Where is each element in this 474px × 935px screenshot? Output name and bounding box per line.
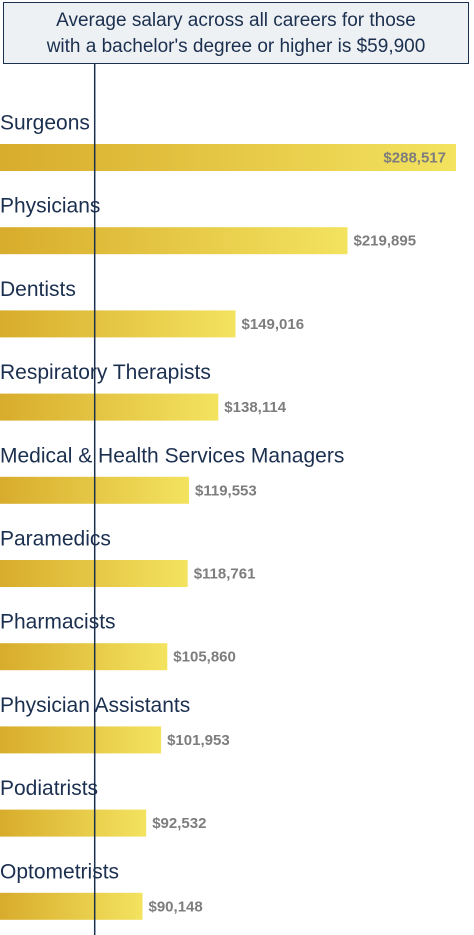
value-label: $149,016: [242, 316, 305, 333]
value-label: $288,517: [383, 149, 446, 166]
category-label: Surgeons: [0, 112, 90, 135]
category-label: Respiratory Therapists: [0, 361, 211, 384]
category-label: Pharmacists: [0, 611, 116, 634]
salary-bar: [0, 227, 348, 255]
salary-bar: [0, 726, 162, 754]
value-label: $92,532: [152, 815, 206, 832]
category-label: Medical & Health Services Managers: [0, 444, 344, 467]
value-label: $118,761: [194, 565, 256, 582]
value-label: $219,895: [354, 233, 417, 250]
salary-bar: [0, 144, 456, 171]
category-label: Physicians: [0, 195, 100, 218]
salary-bar: [0, 892, 143, 920]
category-label: Podiatrists: [0, 777, 98, 800]
value-label: $101,953: [167, 732, 230, 749]
salary-bar: [0, 643, 168, 671]
value-label: $119,553: [195, 482, 257, 499]
value-label: $138,114: [224, 399, 286, 416]
salary-bar: [0, 310, 236, 338]
category-label: Optometrists: [0, 860, 119, 883]
average-salary-callout-line-2: with a bachelor's degree or higher is $5…: [46, 36, 426, 57]
salary-bar: [0, 393, 219, 421]
category-label: Paramedics: [0, 528, 111, 551]
salary-bar: [0, 809, 147, 837]
category-label: Dentists: [0, 278, 76, 301]
average-salary-callout-line-1: Average salary across all careers for th…: [56, 10, 416, 31]
average-salary-callout: Average salary across all careers for th…: [3, 2, 469, 64]
value-label: $90,148: [149, 898, 203, 915]
salary-bar: [0, 560, 188, 587]
value-label: $105,860: [173, 649, 236, 666]
